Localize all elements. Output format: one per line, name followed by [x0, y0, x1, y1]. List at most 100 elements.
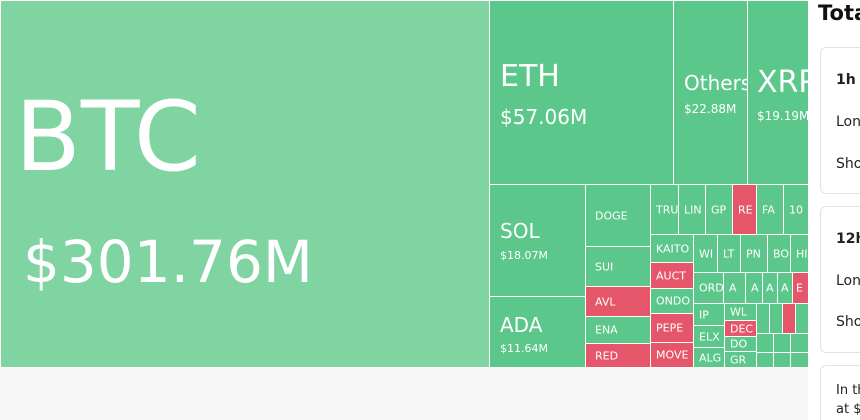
tile[interactable]: A	[762, 272, 778, 304]
tile-label: ETH	[500, 59, 560, 94]
tile-label: IP	[699, 308, 709, 321]
tile-label: GP	[711, 203, 727, 217]
tile[interactable]: RED	[585, 343, 651, 368]
tile[interactable]: BO	[767, 234, 791, 273]
tile-label: AUCT	[656, 269, 686, 282]
card-row: Lon	[836, 114, 860, 130]
sidebar: Tota 1h Lon Sho 12h Lon Sho In th at $	[808, 0, 860, 420]
card-row: Sho	[836, 156, 860, 172]
tile[interactable]: PN	[740, 234, 768, 273]
tile-label: AVL	[595, 295, 616, 308]
tile[interactable]: DOGE	[585, 184, 651, 247]
tile-label: HI	[796, 247, 808, 260]
tile-label: GR	[730, 353, 747, 366]
tile-label: SUI	[595, 260, 614, 273]
sidebar-title: Tota	[818, 1, 860, 25]
tile-label: DOGE	[595, 209, 628, 222]
tile-label: ELX	[699, 330, 720, 343]
tile-label: FA	[762, 203, 775, 217]
card-row: Sho	[836, 314, 860, 330]
tile[interactable]	[773, 352, 791, 368]
tile-label: ALG	[699, 351, 722, 364]
tile[interactable]	[795, 303, 808, 334]
tile[interactable]: WI	[693, 234, 718, 273]
tile-label: MOVE	[656, 348, 689, 362]
tile-value: $57.06M	[500, 105, 588, 129]
tile[interactable]: MOVE	[650, 342, 694, 368]
tile-label: WI	[699, 247, 714, 260]
tile-label: A	[781, 281, 789, 295]
tile[interactable]: A	[723, 272, 746, 304]
tile[interactable]: E	[792, 272, 808, 304]
tile[interactable]: A	[777, 272, 793, 304]
tile[interactable]	[756, 303, 770, 334]
tile[interactable]: ALG	[693, 347, 725, 368]
tile-label: RE	[738, 203, 753, 217]
card	[820, 206, 860, 353]
tile[interactable]: Others $22.88M	[673, 0, 748, 185]
tile[interactable]: LT	[717, 234, 741, 273]
tile[interactable]: AVL	[585, 286, 651, 317]
tile[interactable]: A	[745, 272, 763, 304]
tile[interactable]	[769, 303, 783, 334]
tile-label: PN	[746, 247, 761, 260]
tile[interactable]: WL	[724, 303, 757, 321]
tile-value: $18.07M	[500, 249, 548, 262]
tile[interactable]: ORD	[693, 272, 724, 304]
tile-label: A	[751, 281, 759, 295]
card	[820, 47, 860, 194]
tile[interactable]: ADA $11.64M	[489, 296, 586, 368]
tile[interactable]: SOL $18.07M	[489, 184, 586, 297]
card-text: at $	[836, 402, 860, 417]
tile[interactable]: AUCT	[650, 262, 694, 289]
tile-label: 10	[789, 203, 803, 217]
tile[interactable]	[790, 333, 808, 353]
tile[interactable]: BTC $301.76M	[0, 0, 490, 368]
tile[interactable]: HI	[790, 234, 808, 273]
tile[interactable]	[782, 303, 796, 334]
tile[interactable]: FA	[756, 184, 784, 235]
tile[interactable]	[790, 352, 808, 368]
tile[interactable]: 10	[783, 184, 808, 235]
card	[820, 365, 860, 420]
tile-label: LIN	[684, 203, 702, 217]
tile[interactable]: ELX	[693, 325, 725, 348]
tile[interactable]: GR	[724, 351, 757, 368]
tile[interactable]: ENA	[585, 316, 651, 344]
tile-label: DEC	[730, 322, 754, 335]
tile-label: RED	[595, 349, 619, 362]
tile-label: TRU	[656, 203, 679, 217]
tile[interactable]: RE	[732, 184, 757, 235]
tile-label: DO	[730, 337, 748, 351]
tile[interactable]: XRP $19.19M	[747, 0, 808, 185]
tile[interactable]	[773, 333, 791, 353]
tile[interactable]: IP	[693, 303, 725, 326]
tile[interactable]: LIN	[678, 184, 706, 235]
tile[interactable]: SUI	[585, 246, 651, 287]
tile[interactable]: TRU	[650, 184, 679, 235]
tile-label: E	[796, 281, 803, 295]
tile[interactable]	[756, 333, 774, 353]
tile[interactable]: GP	[705, 184, 733, 235]
tile-label: BTC	[15, 81, 201, 193]
treemap: BTC $301.76M ETH $57.06M Others $22.88M …	[0, 0, 808, 368]
tile[interactable]	[756, 352, 774, 368]
card-period: 12h	[836, 231, 860, 247]
tile[interactable]: DEC	[724, 320, 757, 337]
tile-label: WL	[730, 305, 748, 319]
card-text: In th	[836, 383, 860, 398]
tile-label: ORD	[699, 281, 724, 295]
tile-label: LT	[723, 247, 735, 260]
tile[interactable]: DO	[724, 336, 757, 352]
tile[interactable]: ONDO	[650, 288, 694, 314]
tile[interactable]: PEPE	[650, 313, 694, 343]
tile-label: KAITO	[656, 242, 690, 255]
tile[interactable]: KAITO	[650, 234, 694, 263]
tile-value: $19.19M	[757, 109, 808, 123]
card-row: Lon	[836, 273, 860, 289]
tile-label: A	[766, 281, 774, 295]
tile-label: PEPE	[656, 321, 684, 335]
tile[interactable]: ETH $57.06M	[489, 0, 674, 185]
tile-value: $22.88M	[684, 102, 737, 116]
